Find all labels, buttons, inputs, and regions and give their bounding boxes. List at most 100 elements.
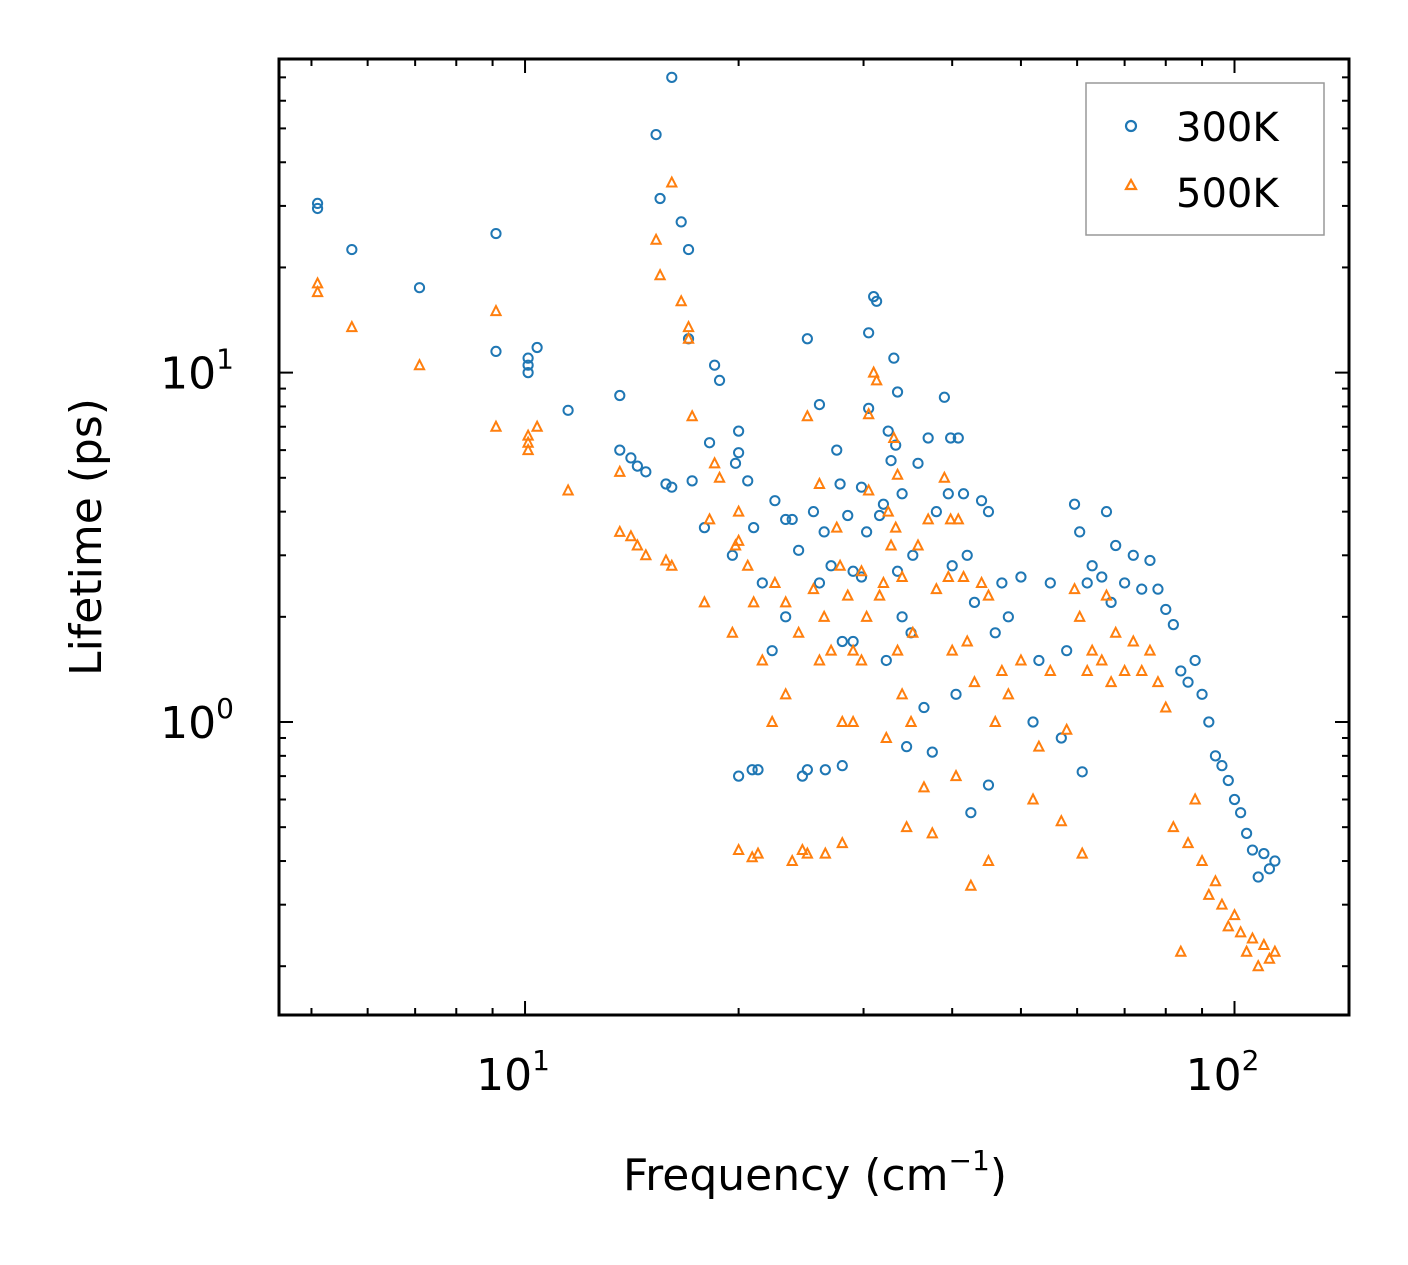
point-500k	[1167, 819, 1180, 833]
point-300k	[1258, 848, 1270, 860]
point-500k	[1100, 588, 1113, 601]
point-500k	[1104, 674, 1118, 688]
point-500k	[873, 588, 886, 601]
point-300k	[522, 352, 534, 364]
point-300k	[311, 202, 324, 215]
point-500k	[613, 524, 627, 537]
x-tick-base: 10	[476, 1050, 532, 1101]
series-300k	[311, 71, 1281, 883]
legend-box	[1085, 82, 1325, 236]
point-500k	[756, 653, 769, 666]
point-300k	[1252, 871, 1264, 883]
point-300k	[1222, 774, 1234, 787]
point-500k	[1257, 937, 1271, 950]
point-500k	[1234, 925, 1247, 938]
point-500k	[489, 303, 503, 317]
point-500k	[921, 512, 935, 525]
point-300k	[780, 513, 792, 526]
point-500k	[1188, 792, 1202, 805]
point-500k	[1127, 634, 1140, 647]
point-500k	[659, 553, 673, 566]
point-500k	[841, 588, 854, 601]
point-300k	[888, 352, 900, 364]
x-tick-label: 102	[1186, 1044, 1260, 1101]
point-500k	[1026, 792, 1040, 805]
point-500k	[982, 853, 995, 867]
point-500k	[801, 846, 814, 859]
point-500k	[1109, 625, 1122, 638]
point-300k	[1189, 654, 1201, 667]
point-300k	[1240, 827, 1253, 839]
x-tick-base: 10	[1186, 1050, 1242, 1101]
point-500k	[891, 467, 904, 480]
point-300k	[1068, 498, 1081, 510]
point-300k	[836, 760, 848, 772]
point-500k	[945, 643, 959, 656]
point-300k	[686, 475, 698, 487]
point-300k	[946, 560, 958, 572]
point-300k	[877, 498, 890, 510]
point-300k	[819, 764, 831, 776]
point-500k	[891, 643, 904, 656]
point-500k	[1044, 663, 1057, 676]
point-300k	[614, 444, 626, 456]
point-300k	[885, 454, 897, 467]
point-500k	[862, 483, 875, 496]
point-300k	[891, 386, 904, 398]
point-300k	[968, 596, 981, 608]
point-500k	[639, 548, 653, 561]
x-tick-label: 101	[476, 1044, 550, 1101]
point-500k	[1143, 643, 1157, 656]
point-300k	[522, 359, 534, 371]
point-300k	[1110, 539, 1122, 552]
point-500k	[930, 581, 943, 595]
point-500k	[489, 419, 503, 432]
point-500k	[1174, 944, 1188, 957]
point-500k	[1073, 609, 1086, 622]
point-300k	[961, 549, 973, 561]
point-500k	[1240, 944, 1253, 957]
point-300k	[880, 654, 892, 667]
point-500k	[1246, 931, 1259, 944]
point-500k	[1195, 853, 1209, 867]
point-500k	[768, 575, 782, 588]
point-500k	[813, 653, 826, 666]
point-500k	[1228, 907, 1241, 921]
point-300k	[861, 526, 873, 538]
point-300k	[413, 282, 426, 294]
point-300k	[490, 227, 502, 240]
point-500k	[1032, 739, 1046, 752]
point-500k	[989, 714, 1002, 727]
point-300k	[930, 506, 942, 518]
legend: 300K 500K	[1085, 82, 1325, 236]
point-300k	[831, 444, 843, 456]
point-300k	[769, 495, 781, 507]
point-500k	[819, 846, 832, 859]
point-500k	[613, 464, 627, 477]
point-500k	[665, 558, 679, 571]
point-500k	[1118, 663, 1131, 676]
point-300k	[896, 611, 908, 623]
point-500k	[1159, 700, 1172, 713]
point-300k	[748, 522, 760, 534]
point-500k	[521, 442, 535, 456]
point-300k	[901, 741, 913, 753]
point-300k	[311, 197, 324, 210]
point-500k	[911, 538, 925, 551]
point-300k	[562, 404, 574, 416]
point-500k	[975, 575, 988, 588]
point-500k	[836, 835, 849, 849]
point-300k	[1246, 844, 1259, 856]
point-300k	[675, 216, 687, 228]
point-500k	[698, 595, 711, 608]
point-500k	[900, 819, 913, 833]
point-300k	[531, 341, 543, 354]
point-500k	[942, 569, 955, 583]
point-300k	[926, 746, 938, 758]
point-500k	[624, 529, 638, 542]
point-300k	[654, 192, 666, 205]
point-500k	[836, 714, 849, 727]
plot-frame	[277, 57, 1351, 1017]
point-300k	[726, 549, 738, 561]
